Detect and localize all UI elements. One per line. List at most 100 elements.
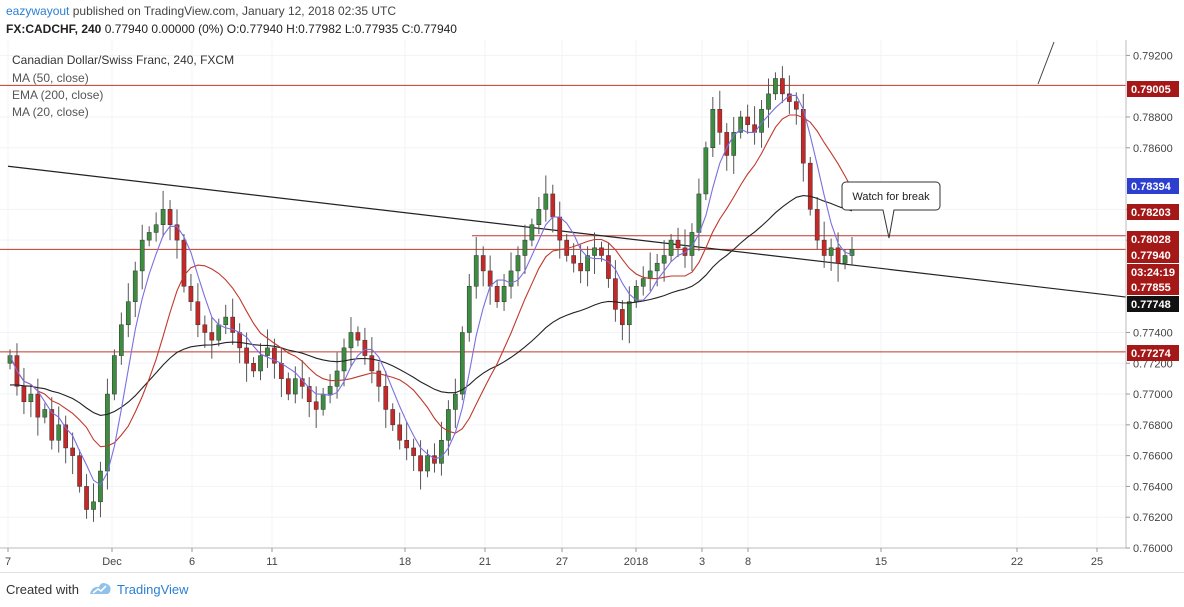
price-tick-label: 0.78800 [1133, 112, 1173, 124]
candle-body [738, 116, 743, 133]
candle-body [292, 378, 298, 395]
candle-body [425, 455, 430, 472]
candle-body [362, 339, 368, 356]
candle-body [306, 386, 312, 403]
candle-body [766, 93, 771, 110]
candle-body [689, 232, 695, 256]
time-tick-label: 2018 [624, 556, 648, 568]
candle-body [84, 486, 89, 510]
candle-body [592, 247, 597, 256]
candle-body [578, 262, 583, 272]
time-axis[interactable]: 7 Dec 6 11 18 21 27 2018 3 8 15 22 25 [5, 548, 1103, 568]
candle-body [731, 132, 737, 156]
candle-body [237, 332, 242, 349]
candle-body [640, 278, 646, 287]
price-tag-box [1127, 345, 1179, 361]
price-chart[interactable]: Watch for break Canadian Dollar/Swiss Fr… [0, 40, 1184, 572]
price-tag-box [1127, 231, 1179, 247]
price-tick-label: 0.77200 [1133, 358, 1173, 370]
candle-body [487, 270, 493, 287]
time-tick-label: 18 [399, 556, 411, 568]
price-tag-label: 0.77855 [1131, 282, 1171, 294]
author-link[interactable]: eazywayout [6, 4, 70, 18]
ema200-line [10, 195, 853, 416]
price-tag-label: 0.77940 [1131, 250, 1171, 262]
candle-body [696, 193, 702, 233]
price-tick-label: 0.76600 [1133, 451, 1173, 463]
candle-body [793, 101, 799, 110]
price-tag-box [1127, 296, 1179, 312]
chart-header: eazywayout published on TradingView.com,… [0, 0, 1184, 40]
price-tag-label: 0.78394 [1131, 181, 1172, 193]
price-tag-label: 03:24:19 [1131, 267, 1175, 279]
candle-body [599, 247, 604, 256]
candle-body [397, 424, 403, 441]
candle-body [195, 301, 201, 326]
candle-body [376, 370, 382, 387]
price-tick-label: 0.76800 [1133, 420, 1173, 432]
candle-body [620, 309, 625, 326]
time-tick-label: 22 [1011, 556, 1023, 568]
candle-body [480, 255, 486, 272]
candle-body [28, 393, 34, 403]
candle-body [230, 316, 236, 333]
candle-body [327, 386, 333, 395]
candle-body [153, 224, 159, 233]
time-tick-label: 6 [189, 556, 195, 568]
annotation: Watch for break [841, 181, 941, 239]
candle-body [453, 393, 458, 410]
candle-body [146, 232, 152, 241]
candle-body [334, 370, 340, 387]
price-tick-label: 0.79200 [1133, 50, 1173, 62]
footer: Created with TradingView [0, 572, 1184, 607]
candle-body [181, 239, 187, 287]
ma50-line [9, 114, 853, 448]
candle-body [557, 216, 563, 241]
candle-body [571, 255, 576, 264]
price-tag-box [1127, 247, 1179, 263]
candle-body [717, 109, 723, 133]
callout-text: Watch for break [852, 191, 930, 203]
candle-body [536, 209, 542, 225]
candle-body [355, 332, 361, 341]
price-tags: 0.79005 0.78394 0.78203 0.78028 0.77940 03:24… [1127, 81, 1179, 361]
plot-area[interactable] [0, 40, 1126, 548]
price-tag-box [1127, 81, 1179, 97]
candle-body [529, 224, 535, 241]
candle-body [821, 239, 827, 256]
candle-body [501, 286, 507, 302]
candle-body [439, 439, 444, 464]
candle-body [446, 409, 451, 441]
candle-body [807, 162, 813, 210]
candle-body [654, 262, 660, 272]
candle-body [473, 255, 479, 287]
price-tag-box [1127, 264, 1179, 280]
legend-ma20: MA (20, close) [12, 105, 89, 119]
candle-body [188, 286, 194, 302]
price-tick-label: 0.76000 [1133, 543, 1173, 555]
candle-body [167, 209, 173, 225]
price-tag-label: 0.78028 [1131, 234, 1171, 246]
candle-body [272, 347, 277, 364]
candle-body [606, 255, 611, 279]
price-tick-label: 0.77400 [1133, 327, 1173, 339]
tradingview-link[interactable]: TradingView [117, 582, 189, 597]
candle-body [35, 393, 41, 418]
candle-body [466, 286, 472, 333]
price-tick-label: 0.78600 [1133, 143, 1173, 155]
candle-body [508, 270, 514, 287]
candle-body [105, 393, 110, 472]
candle-body [675, 239, 681, 249]
candle-body [174, 224, 180, 241]
price-tag-label: 0.78203 [1131, 207, 1171, 219]
candle-body [49, 409, 55, 441]
candle-body [313, 401, 319, 410]
candle-body [63, 424, 69, 449]
candle-body [258, 355, 263, 372]
candle-body [814, 209, 820, 241]
legend-ema200: EMA (200, close) [12, 88, 103, 102]
candle-body [244, 347, 249, 364]
price-tag-box [1127, 204, 1179, 220]
candle-body [459, 332, 465, 395]
chart-title: Canadian Dollar/Swiss Franc, 240, FXCM [12, 53, 234, 67]
